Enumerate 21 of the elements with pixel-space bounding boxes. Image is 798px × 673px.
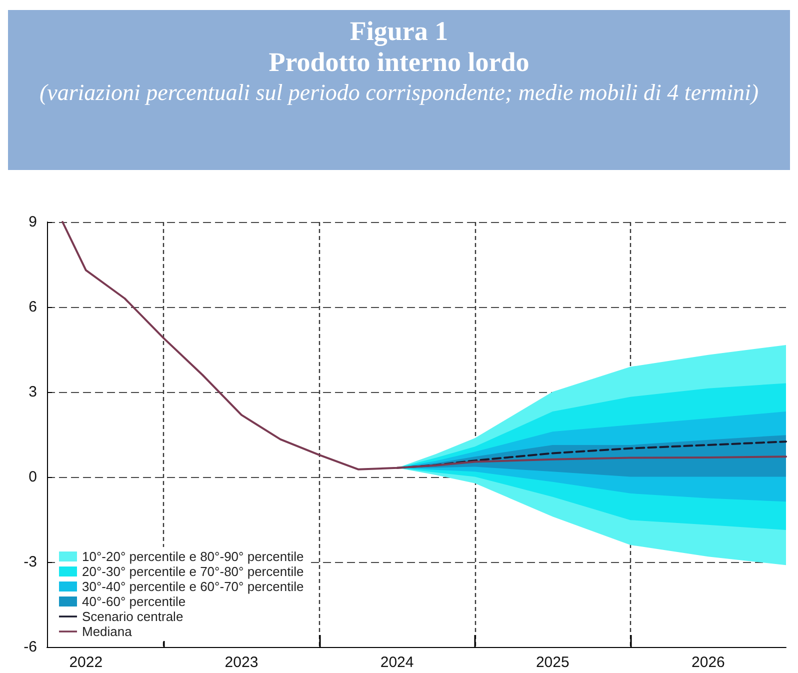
chart-title: Figura 1 (348, 16, 450, 47)
y-tick-label: 3 (28, 384, 37, 400)
y-tick-label: 9 (28, 214, 37, 230)
y-tick-label: 0 (28, 468, 37, 486)
legend-label: 20°-30° percentile e 70°-80° percentile (82, 564, 304, 579)
x-tick-label: 2023 (224, 654, 258, 671)
chart-subtitle: Prodotto interno lordo (268, 47, 530, 78)
x-tick-label: 2025 (536, 654, 570, 671)
legend-label: Mediana (82, 624, 133, 639)
y-tick-label: -3 (24, 554, 37, 570)
legend-label: 40°-60° percentile (82, 594, 186, 609)
y-tick-label: -6 (24, 638, 37, 656)
y-tick-label: 6 (28, 298, 37, 316)
x-tick-label: 2022 (69, 654, 103, 671)
legend-label: 10°-20° percentile e 80°-90° percentile (82, 549, 304, 564)
x-tick-label: 2026 (692, 654, 725, 671)
x-tick-label: 2024 (380, 654, 414, 671)
line-series (62, 221, 787, 470)
legend-label: 30°-40° percentile e 60°-70° percentile (82, 579, 304, 594)
text: (variazioni percentuali sul periodo corrispondente; medie mobili di 4 termini) (38, 79, 760, 107)
legend-label: Scenario centrale (82, 609, 184, 624)
